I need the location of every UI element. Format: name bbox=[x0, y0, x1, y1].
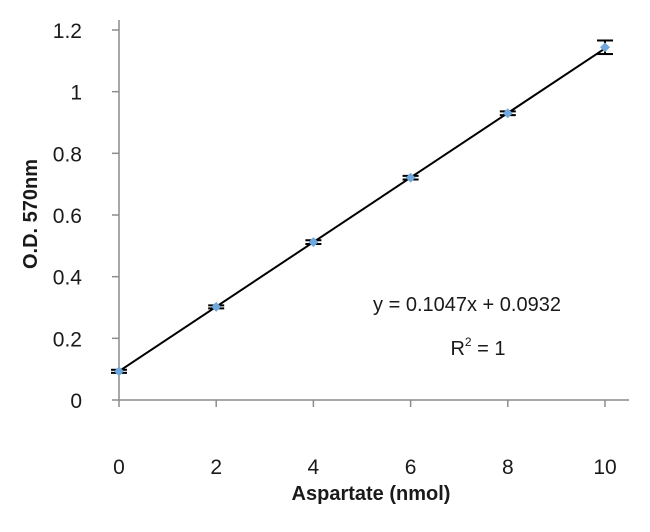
y-tick-label: 0.8 bbox=[53, 143, 82, 166]
x-tick-label: 2 bbox=[210, 456, 222, 479]
y-tick-label: 0.2 bbox=[53, 328, 82, 351]
data-point bbox=[308, 237, 319, 248]
data-point bbox=[600, 42, 610, 53]
x-axis-title: Aspartate (nmol) bbox=[292, 483, 451, 505]
y-axis-title: O.D. 570nm bbox=[20, 159, 42, 269]
trendline bbox=[118, 47, 606, 373]
r-squared-label: R2 = 1 bbox=[450, 335, 505, 360]
x-tick-label: 0 bbox=[113, 456, 125, 479]
x-tick-label: 8 bbox=[502, 456, 514, 479]
axes-layer bbox=[118, 20, 629, 401]
y-tick-label: 0.6 bbox=[53, 205, 82, 228]
data-points-layer bbox=[111, 39, 613, 377]
x-tick-label: 4 bbox=[308, 456, 320, 479]
data-point bbox=[405, 172, 416, 183]
regression-equation: y = 0.1047x + 0.0932 bbox=[373, 294, 561, 316]
x-tick-label: 6 bbox=[405, 456, 417, 479]
y-tick-label: 1.2 bbox=[53, 20, 82, 43]
r-squared-exponent: 2 bbox=[465, 335, 472, 349]
ticks-layer: 0 0.2 0.4 0.6 0.8 1 1.2 0 2 4 6 8 10 bbox=[53, 20, 617, 479]
y-tick-label: 1 bbox=[70, 82, 82, 105]
r-squared-symbol: R bbox=[450, 338, 464, 360]
y-tick-label: 0.4 bbox=[53, 267, 83, 290]
data-point bbox=[211, 301, 222, 312]
trendline-layer bbox=[118, 47, 606, 373]
y-tick-label: 0 bbox=[70, 390, 82, 413]
r-squared-value: = 1 bbox=[472, 338, 506, 360]
x-tick-label: 10 bbox=[593, 456, 616, 479]
